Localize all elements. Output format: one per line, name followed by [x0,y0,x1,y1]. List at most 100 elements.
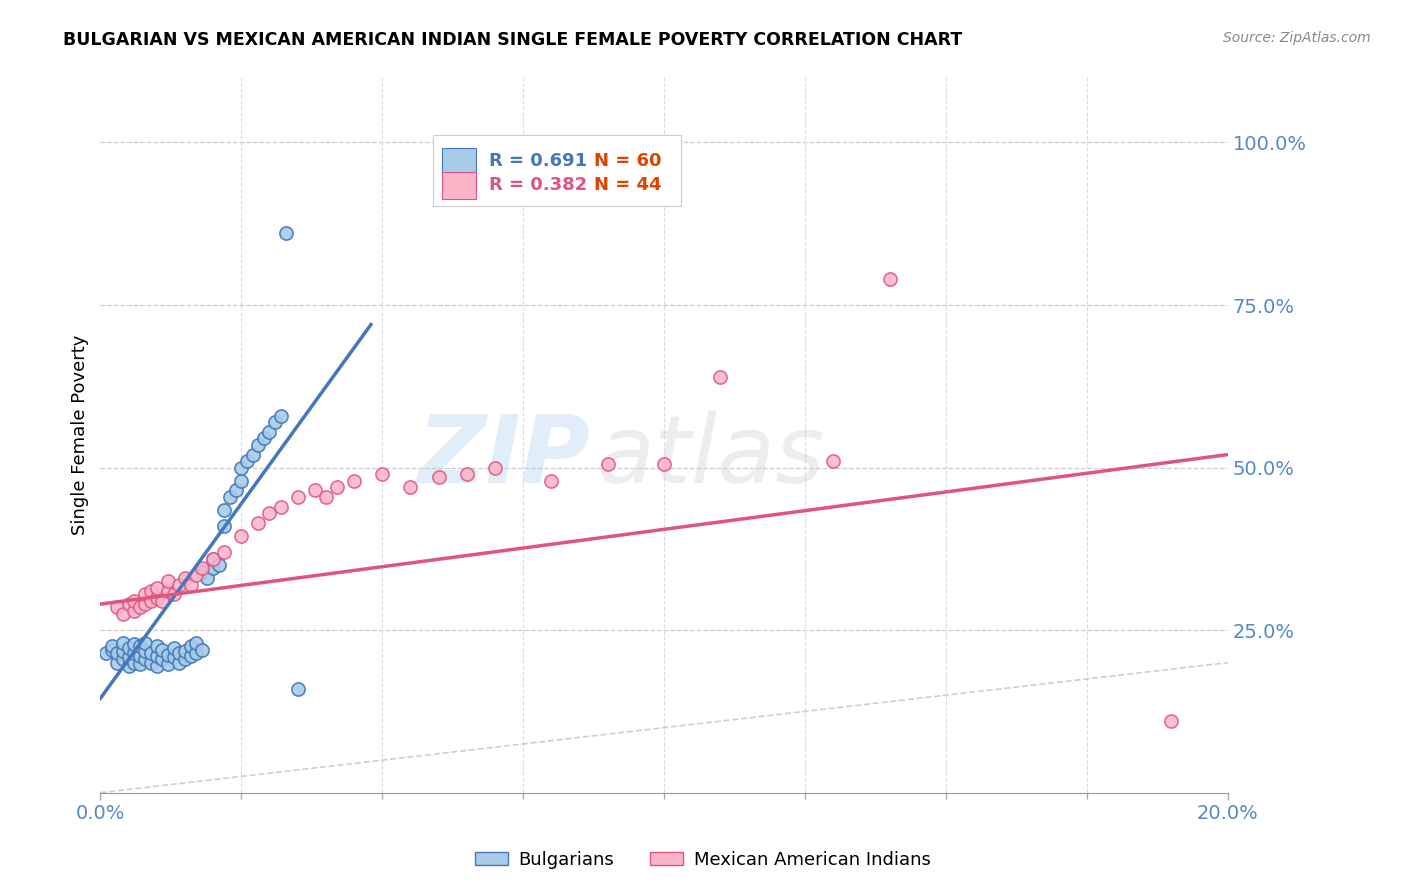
Point [276,227,298,241]
Point [214,503,236,517]
Point [427,470,450,484]
Point [145,649,167,664]
Point [399,480,422,494]
Point [259,506,281,520]
FancyBboxPatch shape [441,147,475,175]
Point [326,480,349,494]
Point [156,657,179,671]
Point [259,425,281,439]
Point [304,483,326,498]
Point [343,474,366,488]
Point [111,652,134,666]
Point [202,551,225,566]
Text: R = 0.382: R = 0.382 [489,177,588,194]
Point [111,636,134,650]
Point [117,641,139,656]
Point [174,571,197,585]
Point [180,577,202,591]
Point [214,519,236,533]
Point [180,640,202,654]
Point [315,490,337,504]
Point [202,551,225,566]
Point [150,652,173,666]
Text: R = 0.691: R = 0.691 [489,153,588,170]
Point [197,571,219,585]
Point [169,646,191,660]
Point [122,656,145,670]
Point [231,529,253,543]
Point [156,574,179,589]
Point [652,458,675,472]
Point [231,474,253,488]
Point [145,591,167,605]
Point [111,644,134,658]
Point [139,594,162,608]
Text: ZIP: ZIP [418,410,591,502]
Point [191,561,214,575]
Point [94,646,117,660]
Point [105,646,128,660]
Text: N = 44: N = 44 [595,177,662,194]
Point [139,584,162,599]
Point [150,594,173,608]
Point [134,644,156,658]
Point [128,600,150,615]
Point [214,545,236,559]
Text: Source: ZipAtlas.com: Source: ZipAtlas.com [1223,31,1371,45]
Point [134,636,156,650]
Point [128,649,150,664]
Point [174,652,197,666]
Point [174,644,197,658]
Point [540,474,562,488]
Point [145,640,167,654]
Legend: Bulgarians, Mexican American Indians: Bulgarians, Mexican American Indians [468,844,938,876]
Point [270,409,292,423]
Point [162,587,184,601]
Point [219,490,242,504]
Point [117,650,139,665]
Point [456,467,478,481]
Point [128,657,150,671]
Point [231,460,253,475]
Point [105,600,128,615]
Point [596,458,619,472]
FancyBboxPatch shape [441,172,475,199]
Point [111,607,134,621]
Point [169,577,191,591]
Point [186,636,208,650]
Point [139,656,162,670]
Point [371,467,394,481]
Point [709,369,731,384]
Point [145,659,167,673]
Point [122,646,145,660]
Point [128,640,150,654]
Point [208,558,231,573]
Point [150,642,173,657]
Point [180,649,202,664]
Point [139,646,162,660]
Point [186,567,208,582]
Point [117,659,139,673]
Point [242,448,264,462]
Point [225,483,247,498]
Text: N = 60: N = 60 [595,153,662,170]
Point [1160,714,1182,728]
Point [236,454,259,468]
Point [191,642,214,657]
Point [122,594,145,608]
Point [122,637,145,651]
Text: BULGARIAN VS MEXICAN AMERICAN INDIAN SINGLE FEMALE POVERTY CORRELATION CHART: BULGARIAN VS MEXICAN AMERICAN INDIAN SIN… [63,31,963,49]
Point [287,681,309,696]
Point [156,648,179,662]
Point [823,454,845,468]
Point [191,565,214,579]
Point [247,516,270,530]
Point [156,584,179,599]
Point [202,561,225,575]
Point [484,460,506,475]
Point [105,656,128,670]
Point [100,642,122,657]
Point [162,641,184,656]
Y-axis label: Single Female Poverty: Single Female Poverty [72,334,89,535]
Point [145,581,167,595]
